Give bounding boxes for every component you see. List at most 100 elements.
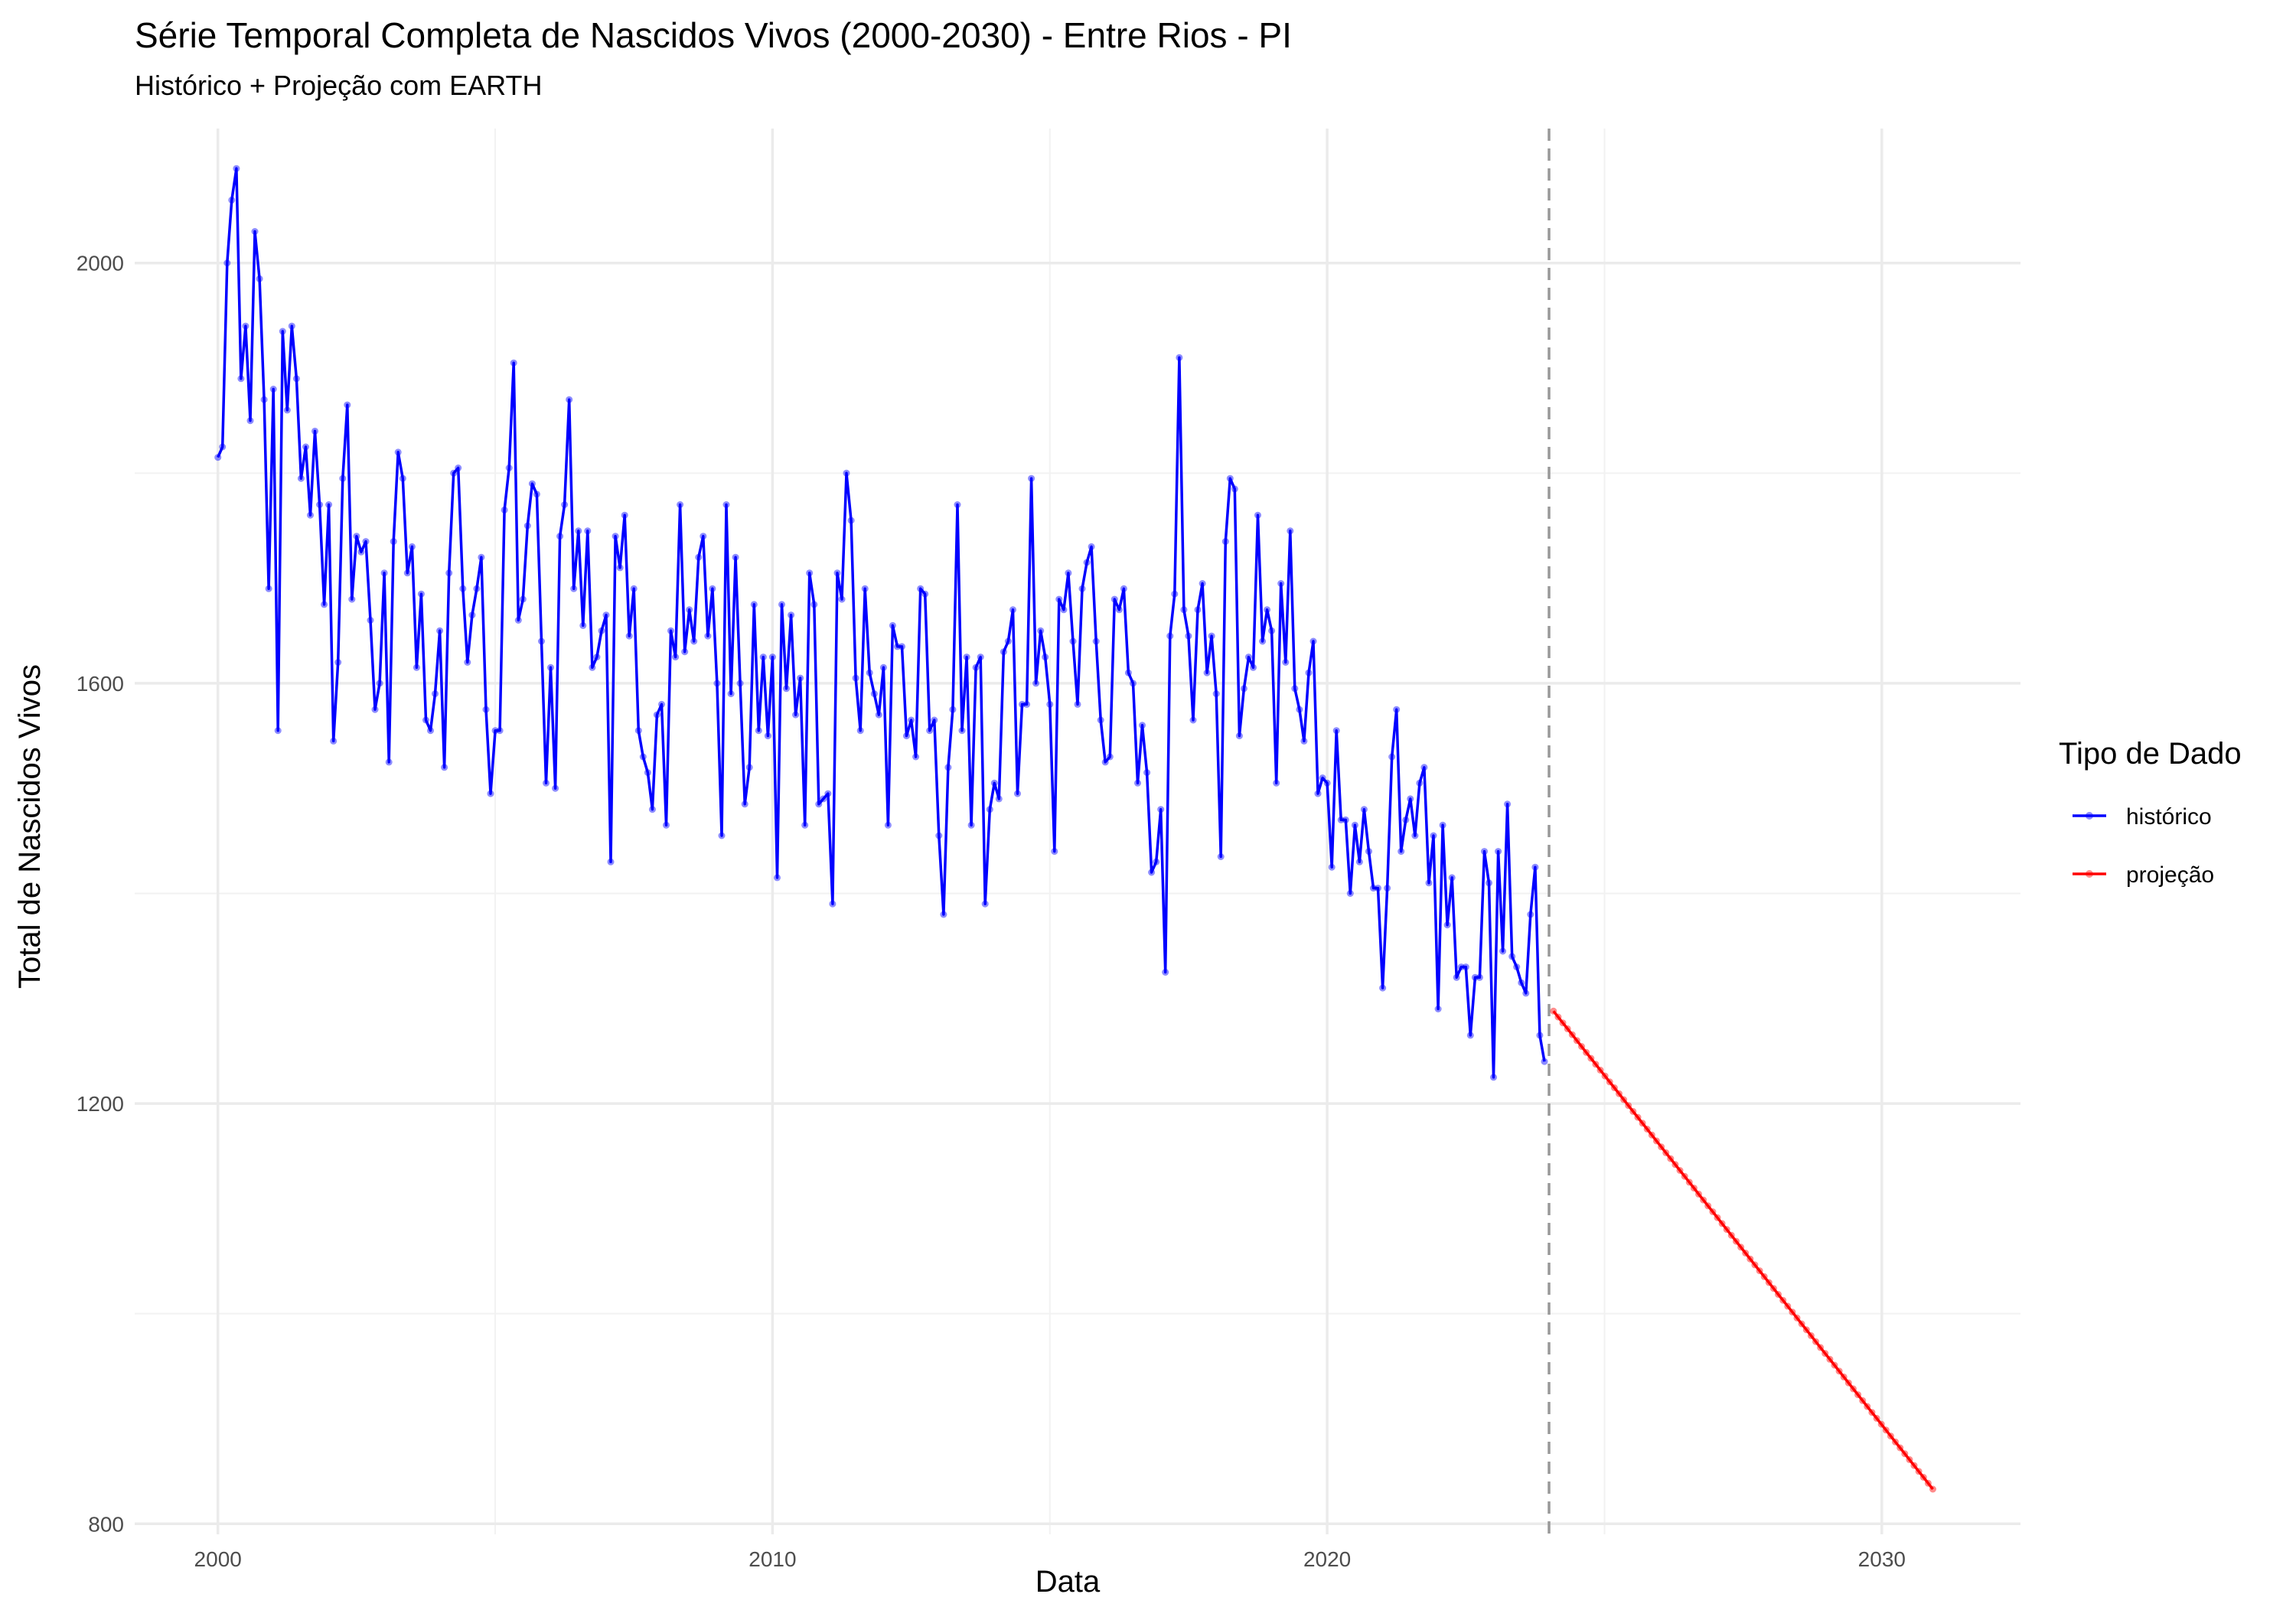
data-point [380,569,388,577]
data-point [663,821,670,829]
data-point [1004,637,1012,645]
data-point [861,585,869,592]
data-point [1430,832,1437,839]
data-point [505,464,513,471]
data-point [1873,1414,1880,1422]
data-point [1407,795,1414,803]
data-point [1896,1444,1904,1452]
data-point [1578,1043,1585,1050]
data-point [1370,885,1377,892]
data-point [1393,706,1401,713]
data-point [820,795,827,803]
data-point [1559,1019,1567,1027]
data-point [1541,1058,1548,1065]
data-point [246,417,254,425]
data-point [1346,890,1354,897]
data-point [1375,885,1381,892]
data-point [1616,1090,1623,1097]
data-point [223,259,231,267]
data-point [1522,989,1530,997]
data-point [1831,1361,1838,1369]
data-point [478,553,485,561]
data-point [903,732,910,740]
data-point [1709,1208,1717,1215]
data-point [570,585,578,592]
data-point [1592,1061,1600,1068]
data-point [566,396,573,403]
data-point [1365,848,1372,856]
data-point [709,585,716,592]
data-point [274,727,282,735]
y-tick-label: 1200 [77,1092,124,1116]
x-tick-label: 2020 [1303,1547,1351,1571]
data-point [1671,1161,1679,1169]
data-point [1652,1137,1660,1145]
data-point [1305,669,1313,676]
data-point [260,396,268,403]
data-point [1919,1474,1927,1481]
data-point [1704,1202,1712,1210]
data-point [1471,973,1479,981]
data-point [727,690,735,698]
data-point [385,758,393,766]
data-point [750,601,758,608]
data-point [1046,700,1054,708]
data-point [1208,632,1215,640]
data-point [926,727,934,735]
data-point [672,654,680,661]
data-point [265,585,272,592]
data-point [1023,700,1031,708]
x-tick-label: 2030 [1858,1547,1906,1571]
data-point [1115,606,1123,614]
data-point [427,727,434,735]
data-point [233,165,240,172]
data-point [967,821,975,829]
legend-title: Tipo de Dado [2059,737,2242,771]
data-point [1769,1285,1777,1292]
y-tick-label: 2000 [77,252,124,275]
data-point [1877,1420,1885,1428]
data-point [856,727,864,735]
data-point [1264,606,1271,614]
data-point [718,832,726,839]
legend-label: histórico [2126,804,2212,830]
data-point [931,716,938,724]
data-point [450,469,458,477]
data-point [870,690,878,698]
data-point [713,680,721,687]
data-point [1176,354,1183,361]
data-point [219,443,227,451]
data-point [399,474,406,482]
data-point [1817,1344,1825,1351]
data-point [390,538,397,546]
data-point [1189,716,1197,724]
data-point [1457,963,1465,971]
data-point [1924,1479,1932,1487]
data-point [1751,1261,1759,1269]
data-point [1291,685,1299,693]
data-point [644,769,651,777]
data-point [1620,1096,1628,1103]
data-point [1789,1309,1796,1316]
data-point [556,533,564,540]
data-point [1690,1185,1698,1192]
data-point [344,401,351,409]
data-point [981,900,989,908]
data-point [598,627,605,634]
data-point [417,590,425,598]
data-point [321,601,328,608]
data-point [639,753,647,761]
data-point [1892,1438,1899,1446]
data-point [1915,1468,1923,1475]
data-point [1097,716,1104,724]
data-point [1402,816,1410,823]
data-point [1240,685,1247,693]
data-point [589,663,596,671]
y-tick-label: 1600 [77,672,124,696]
data-point [1601,1072,1609,1080]
data-point [1065,569,1072,577]
series [214,165,1936,1493]
data-point [1835,1367,1843,1375]
data-point [1337,816,1345,823]
data-point [658,700,665,708]
